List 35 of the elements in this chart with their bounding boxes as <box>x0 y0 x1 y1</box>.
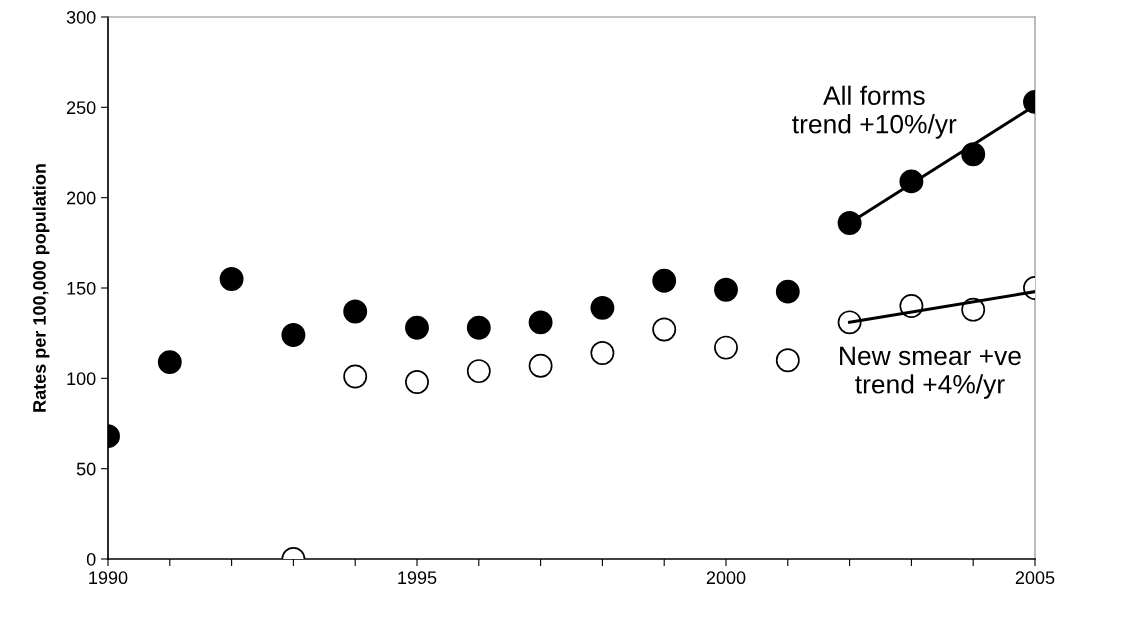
x-tick-label: 1995 <box>398 571 437 585</box>
point <box>405 370 429 394</box>
x-tick-label: 2005 <box>1015 571 1055 585</box>
point <box>466 315 491 340</box>
y-tick-label: 200 <box>66 191 96 205</box>
point <box>405 315 429 340</box>
point <box>714 335 738 360</box>
x-tick-label: 2000 <box>706 571 746 585</box>
point <box>343 364 368 389</box>
point <box>775 348 800 373</box>
point <box>528 310 553 335</box>
x-tick-label: 1990 <box>89 571 128 585</box>
point <box>528 353 553 378</box>
point <box>652 317 677 342</box>
y-tick-label: 250 <box>66 101 96 115</box>
point <box>590 341 615 365</box>
y-tick-label: 300 <box>66 10 96 24</box>
annotation: All forms trend +10%/yr <box>792 85 957 139</box>
y-tick-label: 50 <box>76 462 96 476</box>
y-tick-label: 100 <box>67 372 96 386</box>
point <box>343 299 368 324</box>
y-tick-label: 150 <box>67 281 96 295</box>
point <box>714 277 738 302</box>
point <box>775 279 800 304</box>
point <box>466 359 491 384</box>
point <box>652 268 677 293</box>
point <box>157 350 182 375</box>
y-axis-title: Rates per 100,000 population <box>32 164 50 412</box>
point <box>590 295 615 320</box>
y-tick-label: 0 <box>86 552 96 566</box>
point <box>837 211 862 235</box>
point <box>219 267 244 291</box>
point <box>281 323 306 347</box>
point <box>837 310 862 335</box>
annotation: New smear +ve trend +4%/yr <box>840 346 1021 399</box>
